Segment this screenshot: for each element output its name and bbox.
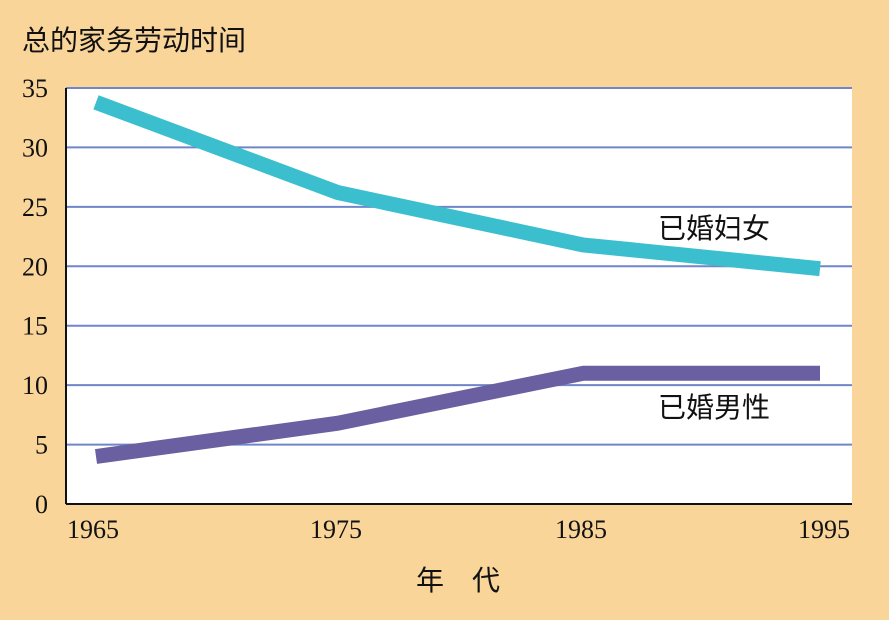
y-axis-title: 总的家务劳动时间 bbox=[22, 24, 246, 57]
x-axis-title: 年 代 bbox=[416, 564, 500, 597]
y-tick-label: 0 bbox=[35, 490, 48, 519]
y-tick-label: 30 bbox=[22, 133, 48, 162]
x-tick-label: 1985 bbox=[555, 515, 607, 544]
y-tick-label: 25 bbox=[22, 193, 48, 222]
series-label: 已婚妇女 bbox=[658, 212, 770, 245]
series-line-1 bbox=[93, 95, 821, 277]
series-line-2 bbox=[94, 365, 820, 464]
x-tick-label: 1975 bbox=[310, 515, 362, 544]
y-tick-label: 10 bbox=[22, 371, 48, 400]
series-label: 已婚男性 bbox=[658, 391, 770, 424]
y-tick-label: 35 bbox=[22, 74, 48, 103]
y-tick-label: 5 bbox=[35, 431, 48, 460]
x-tick-label: 1995 bbox=[798, 515, 850, 544]
plot-area bbox=[66, 88, 852, 504]
y-tick-label: 20 bbox=[22, 252, 48, 281]
x-tick-label: 1965 bbox=[67, 515, 119, 544]
y-tick-label: 15 bbox=[22, 312, 48, 341]
